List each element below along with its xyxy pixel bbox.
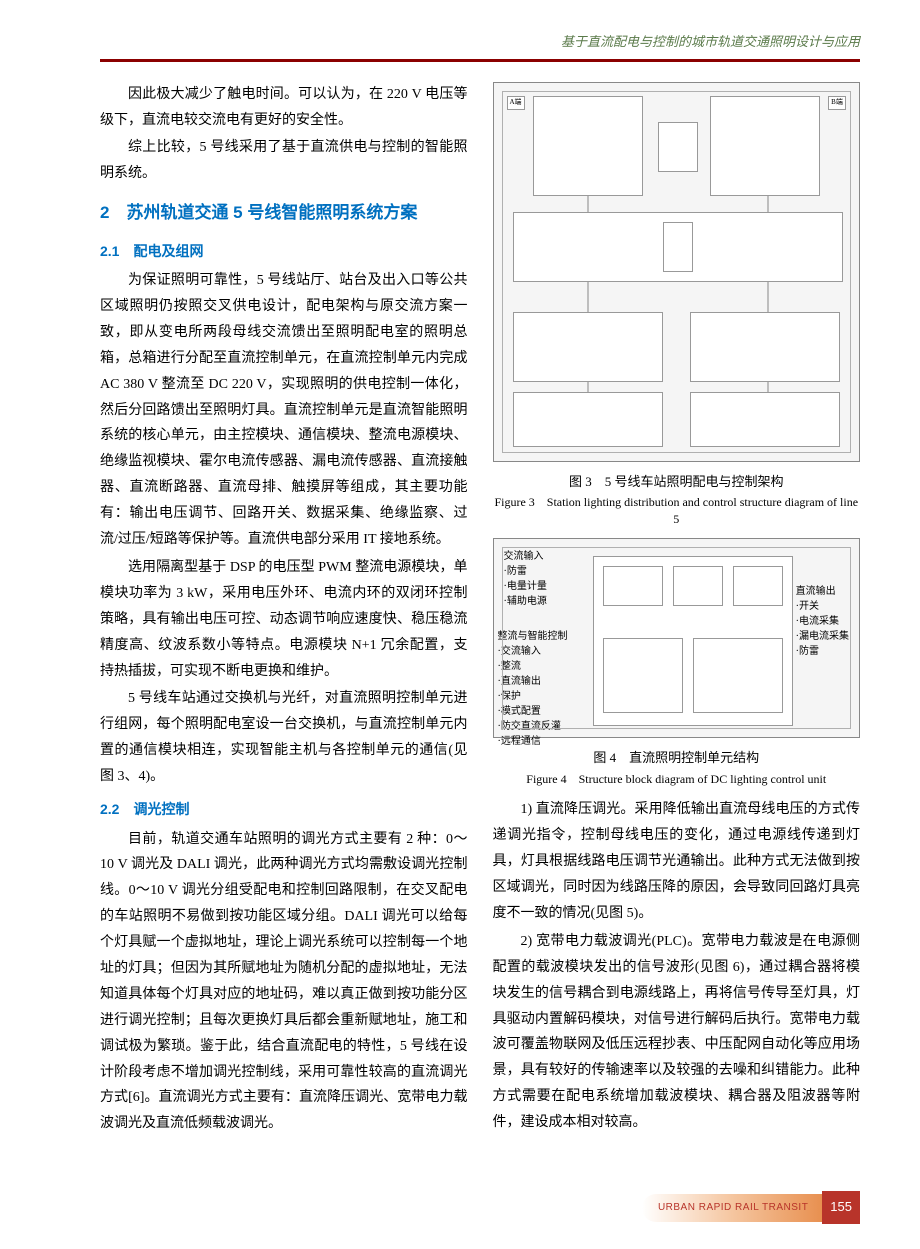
paragraph: 5 号线车站通过交换机与光纤，对直流照明控制单元进行组网，每个照明配电室设一台交…	[100, 686, 468, 790]
figure-3-caption-en: Figure 3 Station lighting distribution a…	[493, 494, 861, 528]
journal-name: URBAN RAPID RAIL TRANSIT	[658, 1198, 808, 1217]
paragraph: 1) 直流降压调光。采用降低输出直流母线电压的方式传递调光指令，控制母线电压的变…	[493, 797, 861, 926]
paragraph: 为保证照明可靠性，5 号线站厅、站台及出入口等公共区域照明仍按照交叉供电设计，配…	[100, 268, 468, 553]
subsection-heading-2-2: 2.2 调光控制	[100, 796, 468, 823]
left-column: 因此极大减少了触电时间。可以认为，在 220 V 电压等级下，直流电较交流电有更…	[100, 82, 468, 1140]
paragraph: 2) 宽带电力载波调光(PLC)。宽带电力载波是在电源侧配置的载波模块发出的信号…	[493, 929, 861, 1136]
running-header: 基于直流配电与控制的城市轨道交通照明设计与应用	[0, 0, 920, 59]
page-body: 因此极大减少了触电时间。可以认为，在 220 V 电压等级下，直流电较交流电有更…	[0, 62, 920, 1140]
figure-4-caption-cn: 图 4 直流照明控制单元结构	[493, 746, 861, 771]
figure-3-diagram: A端 B端	[493, 82, 861, 462]
paragraph: 因此极大减少了触电时间。可以认为，在 220 V 电压等级下，直流电较交流电有更…	[100, 82, 468, 134]
figure-4-diagram: 交流输入 ·防雷 ·电量计量 ·辅助电源 整流与智能控制 ·交流输入 ·整流 ·…	[493, 538, 861, 738]
figure-4-caption-en: Figure 4 Structure block diagram of DC l…	[493, 771, 861, 788]
page-number: 155	[822, 1191, 860, 1224]
fig3-wiring	[503, 92, 851, 452]
figure-3-caption-cn: 图 3 5 号线车站照明配电与控制架构	[493, 470, 861, 495]
page-footer: URBAN RAPID RAIL TRANSIT 155	[642, 1191, 860, 1224]
paragraph: 目前，轨道交通车站照明的调光方式主要有 2 种：0～10 V 调光及 DALI …	[100, 827, 468, 1138]
paragraph: 选用隔离型基于 DSP 的电压型 PWM 整流电源模块，单模块功率为 3 kW，…	[100, 555, 468, 684]
subsection-heading-2-1: 2.1 配电及组网	[100, 238, 468, 265]
right-column: A端 B端	[493, 82, 861, 1140]
paragraph: 综上比较，5 号线采用了基于直流供电与控制的智能照明系统。	[100, 135, 468, 187]
section-heading-2: 2 苏州轨道交通 5 号线智能照明系统方案	[100, 197, 468, 229]
